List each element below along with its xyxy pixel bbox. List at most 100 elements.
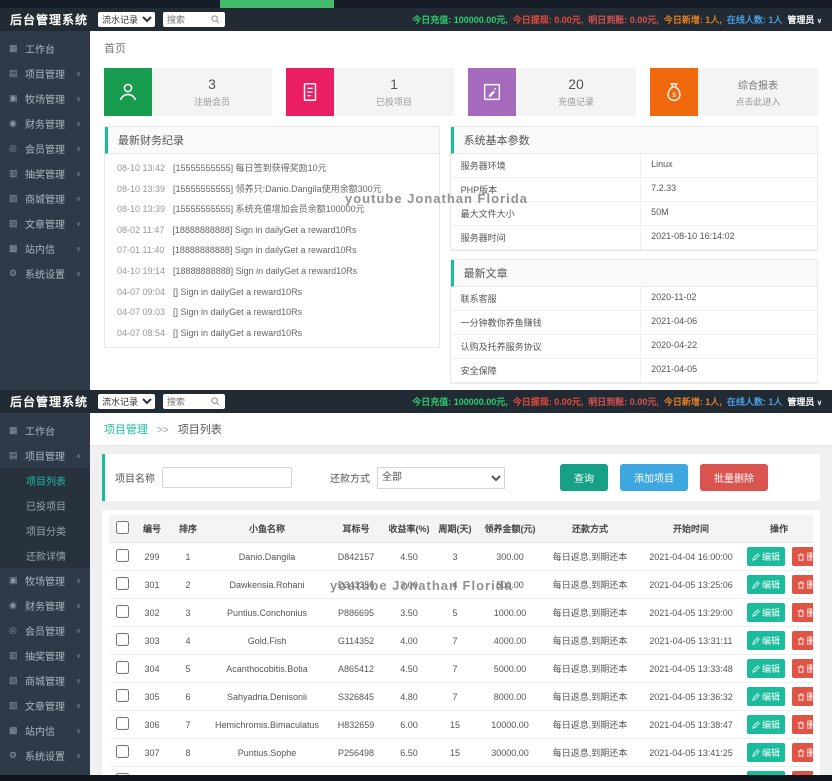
record-time: 08-10 13:42 — [117, 163, 166, 173]
video-progress-bar — [220, 0, 334, 8]
record-time: 04-07 08:54 — [117, 327, 166, 338]
sidebar-item-projects[interactable]: ▤ 项目管理 ∧ — [0, 443, 90, 468]
row-checkbox[interactable] — [115, 549, 129, 562]
delete-button[interactable]: 删除 — [791, 743, 813, 762]
sidebar-item[interactable]: ◎ 会员管理 ∨ — [0, 136, 90, 161]
sidebar-item[interactable]: ▩ 站内信 ∨ — [0, 236, 90, 261]
edit-button[interactable]: 编辑 — [747, 715, 786, 734]
stat-label: 已投项目 — [375, 97, 412, 107]
admin-menu[interactable]: 管理员 ∨ — [787, 397, 822, 407]
search-input[interactable] — [167, 396, 211, 407]
row-checkbox[interactable] — [115, 605, 129, 618]
submenu-item-repay-details[interactable]: 还款详情 — [0, 543, 90, 568]
record-type-select[interactable]: 流水记录 — [98, 12, 155, 27]
sidebar-item[interactable]: ▧ 商城管理 ∨ — [0, 186, 90, 211]
sidebar-item-messages[interactable]: ▩ 站内信 ∨ — [0, 718, 90, 743]
sidebar-item-settings[interactable]: ⚙ 系统设置 ∨ — [0, 743, 90, 768]
row-checkbox[interactable] — [115, 745, 129, 758]
sidebar-item-articles[interactable]: ▨ 文章管理 ∨ — [0, 693, 90, 718]
submenu-item-categories[interactable]: 项目分类 — [0, 518, 90, 543]
row-checkbox[interactable] — [115, 689, 129, 702]
record-type-select[interactable]: 流水记录 — [98, 394, 155, 409]
delete-button[interactable]: 删除 — [791, 659, 813, 678]
query-button[interactable]: 查询 — [560, 464, 608, 491]
article-date: 2020-11-02 — [651, 292, 697, 302]
article-title[interactable]: 认购及托养服务协议 — [451, 335, 642, 358]
batch-delete-button[interactable]: 批量删除 — [700, 464, 768, 491]
chevron-down-icon: ∨ — [75, 120, 81, 128]
row-checkbox[interactable] — [115, 577, 129, 590]
add-project-button[interactable]: 添加项目 — [620, 464, 688, 491]
edit-button[interactable]: 编辑 — [747, 771, 786, 775]
cell-amount: 4000.00 — [477, 626, 543, 655]
edit-button[interactable]: 编辑 — [747, 631, 786, 650]
sidebar-item-mall[interactable]: ▧ 商城管理 ∨ — [0, 668, 90, 693]
header-stat: 今日充值: 100000.00元, — [412, 397, 508, 407]
stat-card-members[interactable]: 3 注册会员 — [104, 68, 272, 116]
article-title[interactable]: 联系客服 — [451, 287, 642, 310]
breadcrumb[interactable]: 首页 — [104, 43, 126, 55]
sidebar-item-lottery[interactable]: ▥ 抽奖管理 ∨ — [0, 643, 90, 668]
cell-actions: 编辑 删除 — [745, 710, 813, 739]
sidebar-item-workbench[interactable]: ▦ 工作台 — [0, 418, 90, 443]
article-title[interactable]: 一分钟教你养鱼赚钱 — [451, 311, 642, 334]
delete-button[interactable]: 删除 — [791, 575, 813, 594]
sidebar-item-finance[interactable]: ◉ 财务管理 ∨ — [0, 593, 90, 618]
breadcrumb: 项目管理 >> 项目列表 — [90, 413, 832, 446]
delete-button[interactable]: 删除 — [791, 547, 813, 566]
search-input[interactable] — [167, 14, 211, 25]
select-all-checkbox[interactable] — [115, 521, 129, 534]
row-checkbox[interactable] — [115, 717, 129, 730]
cell-sort: 4 — [169, 626, 207, 655]
settings-icon: ⚙ — [9, 750, 18, 760]
sidebar-item-label: 抽奖管理 — [25, 170, 65, 181]
svg-text:$: $ — [672, 92, 676, 99]
admin-menu[interactable]: 管理员 ∨ — [787, 15, 822, 25]
row-checkbox[interactable] — [115, 773, 129, 775]
repay-method-select[interactable]: 全部 — [377, 466, 505, 489]
edit-button[interactable]: 编辑 — [747, 547, 786, 566]
delete-button[interactable]: 删除 — [791, 687, 813, 706]
record-time: 04-07 09:04 — [117, 286, 166, 297]
edit-button[interactable]: 编辑 — [747, 603, 786, 622]
stat-card-invested[interactable]: 1 已投项目 — [286, 68, 454, 116]
delete-button[interactable]: 删除 — [791, 715, 813, 734]
search-box[interactable] — [163, 394, 225, 409]
stat-card-recharge[interactable]: 20 充值记录 — [468, 68, 636, 116]
delete-button[interactable]: 删除 — [791, 631, 813, 650]
record-text: [18888888888] Sign in dailyGet a reward1… — [173, 265, 358, 276]
sidebar-item[interactable]: ▥ 抽奖管理 ∨ — [0, 161, 90, 186]
stat-card-report[interactable]: $ 综合报表 点击此进入 — [650, 68, 818, 116]
edit-button[interactable]: 编辑 — [747, 575, 786, 594]
breadcrumb-parent[interactable]: 项目管理 — [104, 424, 148, 436]
header-stat: 今日充值: 100000.00元, — [412, 15, 508, 25]
sidebar-item-members[interactable]: ◎ 会员管理 ∨ — [0, 618, 90, 643]
record-text: [] Sign in dailyGet a reward10Rs — [173, 327, 303, 338]
menu-icon: ▧ — [9, 193, 18, 203]
sidebar-item[interactable]: ▨ 文章管理 ∨ — [0, 211, 90, 236]
sidebar-item[interactable]: ▣ 牧场管理 ∨ — [0, 86, 90, 111]
row-checkbox[interactable] — [115, 633, 129, 646]
article-title[interactable]: 安全保障 — [451, 359, 642, 382]
sidebar-item[interactable]: ⚙ 系统设置 ∨ — [0, 261, 90, 286]
submenu-item-project-list[interactable]: 项目列表 — [0, 468, 90, 493]
sidebar-item[interactable]: ◉ 财务管理 ∨ — [0, 111, 90, 136]
edit-button[interactable]: 编辑 — [747, 659, 786, 678]
delete-button[interactable]: 删除 — [791, 771, 813, 775]
sidebar-item[interactable]: ▤ 项目管理 ∨ — [0, 61, 90, 86]
edit-button[interactable]: 编辑 — [747, 743, 786, 762]
delete-button[interactable]: 删除 — [791, 603, 813, 622]
chevron-down-icon: ∨ — [75, 752, 81, 760]
search-box[interactable] — [163, 12, 225, 27]
project-name-input[interactable] — [162, 467, 292, 488]
sidebar-item[interactable]: ▦ 工作台 — [0, 36, 90, 61]
pencil-icon — [752, 664, 760, 673]
sidebar-item-label: 商城管理 — [25, 195, 65, 206]
edit-button[interactable]: 编辑 — [747, 687, 786, 706]
submenu-item-invested[interactable]: 已投项目 — [0, 493, 90, 518]
sidebar-item-ranch[interactable]: ▣ 牧场管理 ∨ — [0, 568, 90, 593]
sidebar-item-label: 文章管理 — [25, 702, 65, 713]
row-checkbox[interactable] — [115, 661, 129, 674]
cell-actions: 编辑 删除 — [745, 738, 813, 767]
chevron-down-icon: ∨ — [75, 95, 81, 103]
